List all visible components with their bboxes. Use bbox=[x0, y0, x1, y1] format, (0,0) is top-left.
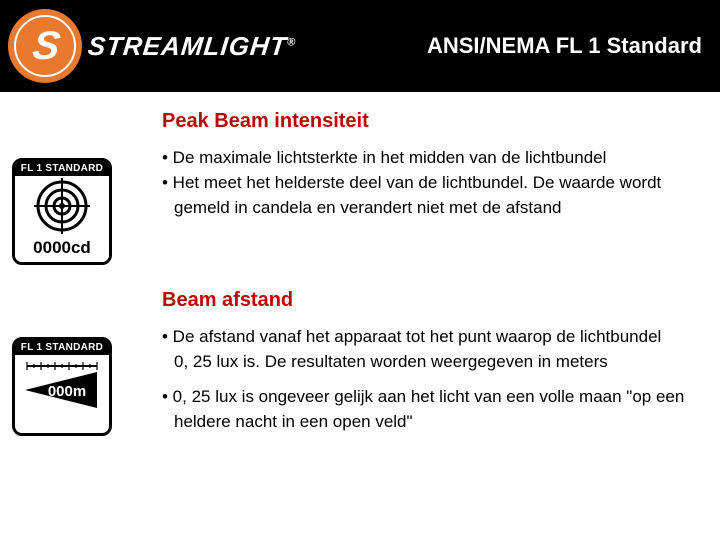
badge-top-label: FL 1 STANDARD bbox=[15, 161, 109, 176]
bullet-text: • 0, 25 lux is ongeveer gelijk aan het l… bbox=[162, 386, 694, 409]
bullet-text: gemeld in candela en verandert niet met … bbox=[162, 197, 694, 220]
brand-logo: S bbox=[8, 9, 82, 83]
bullet-text: • Het meet het helderste deel van de lic… bbox=[162, 172, 694, 195]
badge-beam-value: 000m bbox=[48, 383, 86, 400]
fl1-badge-beam-distance: FL 1 STANDARD 000m bbox=[12, 337, 112, 436]
content-area: FL 1 STANDARD 0000cd Peak Beam intensite… bbox=[0, 92, 720, 470]
badge-bottom-label: 0000cd bbox=[15, 236, 109, 262]
section-title: Peak Beam intensiteit bbox=[162, 110, 694, 133]
beam-icon: 000m bbox=[15, 355, 109, 415]
section-beam-distance: FL 1 STANDARD 000m bbox=[12, 289, 694, 436]
badge-column: FL 1 STANDARD 000m bbox=[12, 289, 162, 436]
bullet-text: heldere nacht in een open veld" bbox=[162, 411, 694, 434]
brand-name: STREAMLIGHT® bbox=[86, 31, 297, 62]
bullet-text: • De maximale lichtsterkte in het midden… bbox=[162, 147, 694, 170]
badge-column: FL 1 STANDARD 0000cd bbox=[12, 110, 162, 265]
header-bar: S STREAMLIGHT® ANSI/NEMA FL 1 Standard bbox=[0, 0, 720, 92]
target-icon bbox=[15, 176, 109, 236]
bullet-text: • De afstand vanaf het apparaat tot het … bbox=[162, 326, 694, 349]
logo-s-icon: S bbox=[29, 24, 60, 69]
fl1-badge-peak-beam: FL 1 STANDARD 0000cd bbox=[12, 158, 112, 265]
section-title: Beam afstand bbox=[162, 289, 694, 312]
text-column: Peak Beam intensiteit • De maximale lich… bbox=[162, 110, 694, 265]
section-peak-beam: FL 1 STANDARD 0000cd Peak Beam intensite… bbox=[12, 110, 694, 265]
text-column: Beam afstand • De afstand vanaf het appa… bbox=[162, 289, 694, 436]
bullet-text: 0, 25 lux is. De resultaten worden weerg… bbox=[162, 351, 694, 374]
badge-top-label: FL 1 STANDARD bbox=[15, 340, 109, 355]
page-title: ANSI/NEMA FL 1 Standard bbox=[427, 33, 720, 59]
